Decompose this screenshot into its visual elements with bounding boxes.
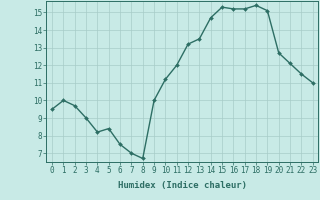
X-axis label: Humidex (Indice chaleur): Humidex (Indice chaleur) [118,181,247,190]
